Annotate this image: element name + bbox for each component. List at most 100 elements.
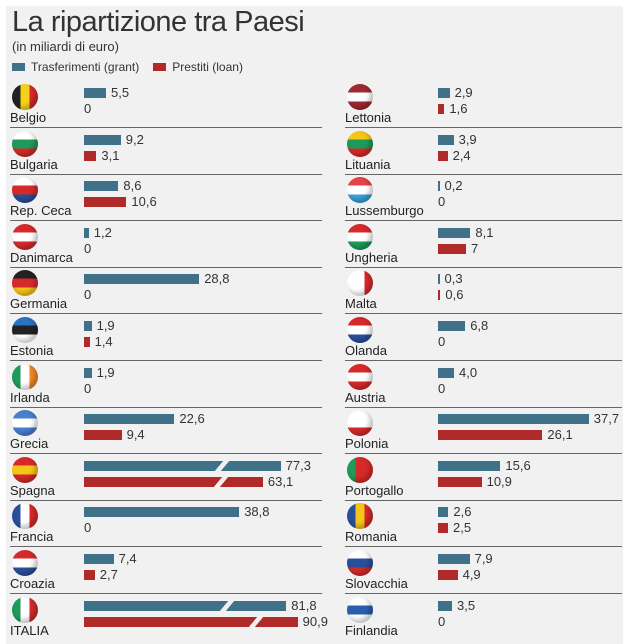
legend-label-loan: Prestiti (loan)	[172, 60, 243, 74]
loan-value-label: 0	[438, 194, 446, 210]
country-row: Finlandia 3,5 0	[345, 594, 622, 640]
grant-value-label: 22,6	[179, 411, 205, 427]
grant-value-label: 9,2	[125, 131, 144, 147]
flag-icon-austria	[347, 363, 373, 390]
country-name: Spagna	[10, 482, 55, 498]
infographic-panel	[6, 6, 623, 644]
loan-value-label: 1,4	[94, 334, 113, 349]
loan-bar	[84, 570, 95, 580]
flag-icon-italia	[12, 596, 38, 623]
country-name: Malta	[345, 296, 377, 312]
loan-value-label: 2,7	[99, 567, 118, 582]
legend-label-grant: Trasferimenti (grant)	[31, 60, 140, 74]
grant-bar	[438, 367, 454, 378]
country-name: Romania	[345, 529, 398, 545]
loan-value-label: 0	[438, 380, 446, 396]
country-name: Rep. Ceca	[10, 203, 72, 219]
country-name: Lussemburgo	[345, 203, 424, 219]
loan-value-label: 0	[438, 334, 446, 349]
flag-icon-bulgaria	[12, 130, 38, 157]
loan-value-label: 0	[84, 287, 92, 303]
grant-bar	[84, 554, 114, 564]
loan-bar	[84, 197, 127, 208]
loan-bar	[438, 243, 466, 254]
grant-value-label: 38,8	[244, 504, 270, 520]
flag-icon-slovacchia	[347, 550, 373, 576]
country-row: Austria 4,0 0	[345, 361, 622, 408]
grant-value-label: 3,9	[458, 131, 477, 147]
grant-bar	[84, 414, 175, 425]
grant-value-label: 1,2	[93, 224, 112, 240]
grant-value-label: 77,3	[285, 457, 311, 473]
country-name: Grecia	[10, 436, 49, 452]
loan-value-label: 0	[84, 240, 92, 256]
grant-bar	[84, 367, 92, 378]
loan-value-label: 0	[84, 380, 92, 396]
country-row: Grecia 22,6 9,4	[10, 407, 322, 455]
country-name: Austria	[345, 389, 386, 405]
loan-value-label: 90,9	[302, 613, 328, 629]
country-name: ITALIA	[10, 622, 49, 638]
country-row: Ungheria 8,1 7	[345, 221, 622, 268]
flag-icon-croazia	[12, 550, 38, 576]
grant-bar	[84, 600, 287, 611]
grant-value-label: 28,8	[204, 271, 230, 287]
country-row: Francia 38,8 0	[10, 500, 322, 548]
loan-bar	[84, 476, 263, 487]
grant-value-label: 0,3	[444, 271, 463, 287]
loan-bar	[438, 150, 448, 161]
flag-icon-lettonia	[347, 84, 373, 110]
grant-value-label: 5,5	[111, 85, 130, 100]
loan-bar	[438, 290, 441, 301]
country-name: Danimarca	[10, 249, 73, 265]
loan-bar	[438, 104, 445, 114]
loan-bar	[438, 570, 458, 580]
flag-icon-danimarca	[12, 223, 38, 250]
loan-value-label: 7	[471, 240, 479, 256]
country-name: Francia	[10, 529, 54, 545]
grant-bar	[84, 227, 89, 238]
country-name: Slovacchia	[345, 576, 408, 591]
country-name: Portogallo	[345, 482, 404, 498]
country-name: Belgio	[10, 110, 47, 125]
flag-icon-portogallo	[347, 456, 373, 483]
loan-value-label: 3,1	[101, 147, 120, 163]
country-row: Polonia 37,7 26,1	[345, 407, 622, 455]
country-row: Portogallo 15,6 10,9	[345, 454, 622, 501]
flag-icon-ungheria	[347, 223, 373, 250]
country-row: Slovacchia 7,9 4,9	[345, 547, 622, 594]
flag-icon-olanda	[347, 317, 373, 343]
flag-icon-spagna	[12, 456, 38, 483]
grant-value-label: 2,9	[454, 85, 473, 100]
flag-icon-finlandia	[347, 596, 373, 623]
country-name: Finlandia	[345, 622, 398, 638]
loan-bar	[438, 523, 448, 534]
country-name: Irlanda	[10, 389, 50, 405]
country-name: Bulgaria	[10, 156, 58, 172]
flag-icon-francia	[12, 503, 38, 530]
grant-value-label: 1,9	[96, 364, 115, 380]
legend-swatch-loan	[153, 63, 167, 71]
loan-bar	[84, 150, 97, 161]
grant-bar	[438, 227, 471, 238]
country-row: Croazia 7,4 2,7	[10, 547, 322, 594]
loan-value-label: 0	[438, 613, 446, 629]
loan-value-label: 1,6	[449, 101, 468, 116]
country-row: Bulgaria 9,2 3,1	[10, 128, 322, 175]
loan-value-label: 0	[84, 520, 92, 536]
country-row: Olanda 6,8 0	[345, 314, 622, 361]
country-name: Polonia	[345, 436, 389, 452]
flag-icon-irlanda	[12, 363, 38, 390]
country-name: Estonia	[10, 343, 54, 358]
country-name: Lituania	[345, 156, 391, 172]
flag-icon-grecia	[12, 410, 38, 437]
grant-bar	[84, 88, 106, 98]
grant-bar	[84, 181, 119, 192]
chart-title: La ripartizione tra Paesi	[12, 6, 305, 38]
country-name: Lettonia	[345, 110, 392, 125]
grant-value-label: 1,9	[96, 318, 115, 333]
grant-bar	[438, 88, 450, 98]
country-name: Germania	[10, 296, 68, 312]
chart-subtitle: (in miliardi di euro)	[12, 39, 119, 54]
grant-value-label: 7,9	[474, 551, 493, 566]
